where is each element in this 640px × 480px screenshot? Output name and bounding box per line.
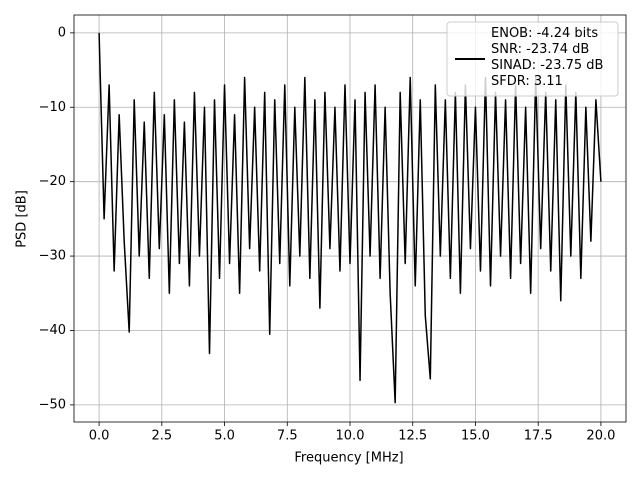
legend: ENOB: -4.24 bits SNR: -23.74 dB SINAD: -… xyxy=(446,21,619,97)
x-tick-label: 20.0 xyxy=(586,429,615,444)
y-tick-label: −30 xyxy=(39,249,66,264)
x-tick-label: 5.0 xyxy=(214,429,235,444)
y-tick-label: −20 xyxy=(39,174,66,189)
legend-label: ENOB: -4.24 bits SNR: -23.74 dB SINAD: -… xyxy=(491,26,604,89)
y-tick-label: −10 xyxy=(39,100,66,115)
x-tick-label: 0.0 xyxy=(89,429,110,444)
x-tick-label: 7.5 xyxy=(277,429,298,444)
x-tick-label: 10.0 xyxy=(336,429,365,444)
y-tick-label: −50 xyxy=(39,397,66,412)
y-axis-label: PSD [dB] xyxy=(15,190,30,248)
legend-box xyxy=(446,21,619,97)
x-tick-label: 2.5 xyxy=(151,429,172,444)
y-tick-label: −40 xyxy=(39,323,66,338)
plot-frame xyxy=(73,14,627,423)
x-axis-label: Frequency [MHz] xyxy=(294,451,403,466)
x-tick-label: 15.0 xyxy=(461,429,490,444)
legend-label-box: ENOB: -4.24 bits SNR: -23.74 dB SINAD: -… xyxy=(491,26,604,89)
y-tick-label: 0 xyxy=(58,25,66,40)
x-tick-label: 12.5 xyxy=(398,429,427,444)
x-tick-label: 17.5 xyxy=(524,429,553,444)
data-line xyxy=(98,32,602,404)
